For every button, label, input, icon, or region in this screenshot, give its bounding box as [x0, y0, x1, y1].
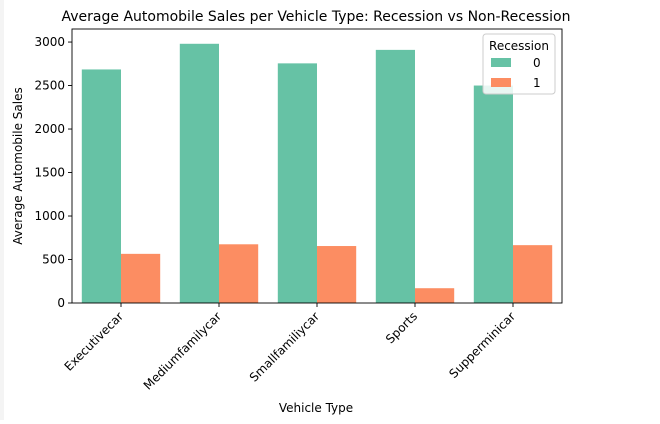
x-tick-label-executivecar: Executivecar: [62, 309, 127, 374]
y-axis-label: Average Automobile Sales: [11, 87, 25, 244]
y-tick-label: 0: [57, 296, 65, 310]
x-axis-label: Vehicle Type: [279, 401, 353, 415]
y-tick-label: 1000: [34, 209, 65, 223]
left-edge-strip: [0, 0, 4, 420]
legend-label-0: 0: [533, 56, 541, 70]
chart-title: Average Automobile Sales per Vehicle Typ…: [62, 9, 571, 25]
legend: Recession 01: [482, 33, 556, 95]
bar-supperminicar-recession-1: [513, 245, 553, 303]
y-tick-label: 500: [42, 253, 65, 267]
y-tick-label: 2500: [34, 79, 65, 93]
bar-smallfamiliycar-recession-1: [317, 246, 357, 303]
x-tick-label-sports: Sports: [383, 309, 420, 346]
legend-items: 01: [491, 56, 541, 90]
bar-sports-recession-1: [415, 288, 455, 303]
legend-swatch-1: [491, 78, 511, 87]
plot-frame: [71, 28, 563, 304]
y-tick-label: 2000: [34, 122, 65, 136]
bar-executivecar-recession-1: [121, 253, 161, 303]
bar-executivecar-recession-0: [81, 69, 121, 303]
bar-smallfamiliycar-recession-0: [277, 63, 317, 303]
x-tick-label-supperminicar: Supperminicar: [446, 309, 518, 381]
y-tick-label: 3000: [34, 35, 65, 49]
bar-mediumfamilycar-recession-1: [219, 244, 259, 303]
y-axis-ticks: 0 500 1000 1500 2000 2500 3000: [34, 35, 72, 310]
bar-mediumfamilycar-recession-0: [179, 43, 219, 303]
legend-title: Recession: [489, 39, 549, 53]
x-tick-label-smallfamiliycar: Smallfamiliycar: [247, 309, 322, 384]
y-tick-label: 1500: [34, 166, 65, 180]
legend-label-1: 1: [533, 76, 541, 90]
legend-swatch-0: [491, 58, 511, 67]
x-axis-ticks: Executivecar Mediumfamilycar Smallfamiliyc…: [62, 303, 518, 393]
x-tick-label-mediumfamilycar: Mediumfamilycar: [141, 309, 224, 392]
bar-supperminicar-recession-0: [473, 85, 513, 303]
bars-group: [81, 43, 553, 303]
bar-sports-recession-0: [375, 49, 415, 303]
